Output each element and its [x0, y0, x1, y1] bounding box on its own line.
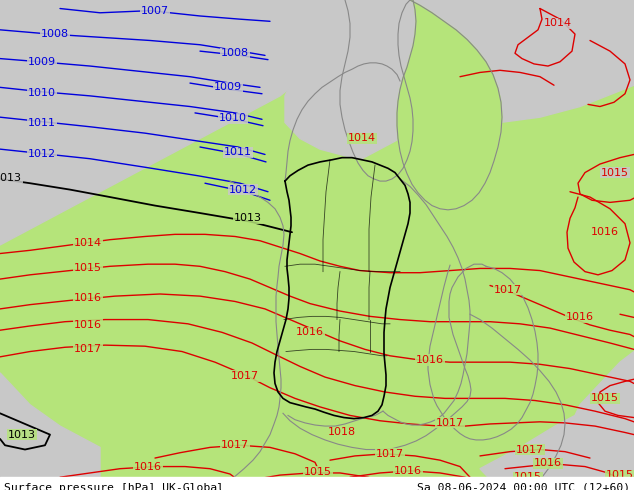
Polygon shape: [285, 0, 634, 160]
Text: 1016: 1016: [296, 327, 324, 337]
Text: 1015: 1015: [514, 472, 542, 482]
Polygon shape: [428, 265, 538, 440]
Text: 1015: 1015: [74, 264, 102, 273]
Text: 1013: 1013: [0, 173, 22, 183]
Text: 1007: 1007: [141, 6, 169, 16]
Text: Surface pressure [hPa] UK-Global: Surface pressure [hPa] UK-Global: [4, 483, 224, 490]
Text: 1012: 1012: [28, 149, 56, 159]
Text: 1017: 1017: [221, 440, 249, 450]
Text: 1014: 1014: [74, 238, 102, 248]
Text: 1015: 1015: [601, 168, 629, 177]
Text: 1014: 1014: [348, 133, 376, 144]
Text: 1017: 1017: [376, 449, 404, 459]
Text: 1012: 1012: [229, 185, 257, 195]
Bar: [0, 477, 634, 490]
Polygon shape: [480, 351, 634, 490]
Text: 1013: 1013: [234, 213, 262, 223]
Text: 1010: 1010: [219, 113, 247, 123]
Text: 1016: 1016: [74, 293, 102, 303]
Text: 1017: 1017: [494, 285, 522, 295]
Text: 1009: 1009: [28, 57, 56, 67]
Polygon shape: [0, 373, 100, 490]
Text: 1008: 1008: [41, 29, 69, 39]
Text: 1008: 1008: [221, 48, 249, 58]
Text: 1011: 1011: [28, 118, 56, 127]
Text: 1016: 1016: [534, 458, 562, 468]
Polygon shape: [397, 0, 502, 210]
Text: 1016: 1016: [394, 466, 422, 476]
Polygon shape: [274, 158, 410, 418]
Text: 1011: 1011: [224, 147, 252, 157]
Text: 1009: 1009: [214, 82, 242, 92]
Text: Sa 08-06-2024 00:00 UTC (12+60): Sa 08-06-2024 00:00 UTC (12+60): [417, 483, 630, 490]
Text: 1017: 1017: [231, 371, 259, 381]
Text: 1016: 1016: [566, 313, 594, 322]
Text: 1016: 1016: [74, 320, 102, 330]
Text: 1016: 1016: [591, 227, 619, 237]
Text: 1015: 1015: [591, 393, 619, 403]
Text: 1015: 1015: [304, 467, 332, 477]
Polygon shape: [500, 0, 634, 85]
Text: 1018: 1018: [328, 427, 356, 438]
Text: 1017: 1017: [516, 444, 544, 455]
Polygon shape: [0, 0, 320, 245]
Text: 1014: 1014: [544, 19, 572, 28]
Text: 1016: 1016: [416, 355, 444, 365]
Text: 1013: 1013: [8, 430, 36, 440]
Text: 1010: 1010: [28, 88, 56, 98]
Text: 1015: 1015: [606, 470, 634, 480]
Text: 1017: 1017: [436, 418, 464, 428]
Text: 1016: 1016: [134, 462, 162, 471]
Text: 1017: 1017: [74, 344, 102, 354]
